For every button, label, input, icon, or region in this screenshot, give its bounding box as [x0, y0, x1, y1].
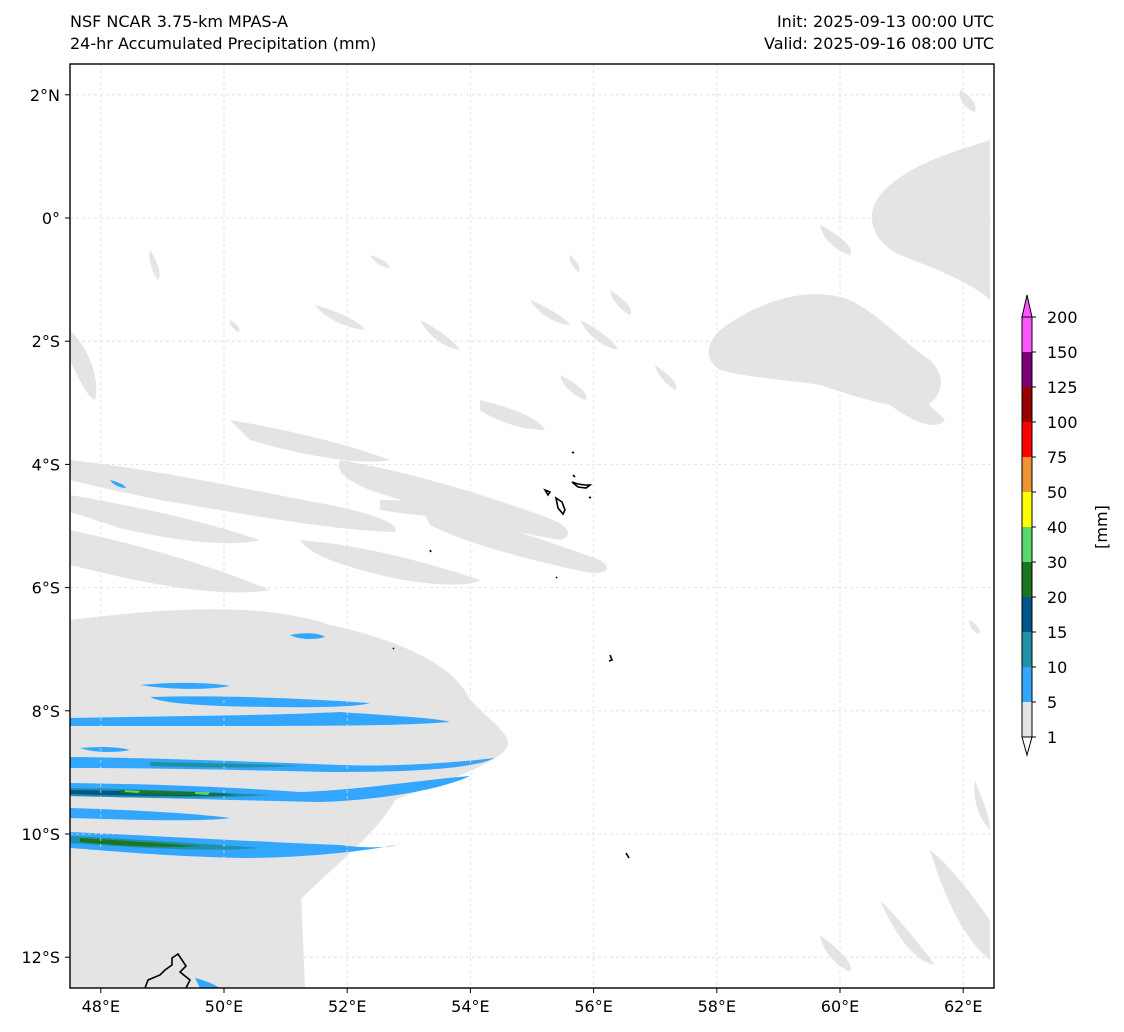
- colorbar-swatch: [1022, 352, 1032, 387]
- colorbar-swatch: [1022, 562, 1032, 597]
- colorbar-swatch: [1022, 527, 1032, 562]
- lat-tick-label: 4°S: [32, 455, 60, 474]
- lon-tick-label: 48°E: [82, 997, 120, 1016]
- colorbar-swatch: [1022, 317, 1032, 352]
- valid-time: Valid: 2025-09-16 08:00 UTC: [763, 34, 994, 53]
- colorbar-tick-label: 5: [1047, 693, 1057, 712]
- coastlines: [144, 451, 630, 988]
- lon-tick-label: 60°E: [821, 997, 859, 1016]
- model-title: NSF NCAR 3.75-km MPAS-A: [70, 12, 288, 31]
- time-block: Init: 2025-09-13 00:00 UTC Valid: 2025-0…: [764, 11, 994, 55]
- lon-tick-label: 50°E: [205, 997, 243, 1016]
- lon-tick-label: 52°E: [328, 997, 366, 1016]
- title-block: NSF NCAR 3.75-km MPAS-A 24-hr Accumulate…: [70, 11, 376, 55]
- colorbar-tick-label: 40: [1047, 518, 1067, 537]
- colorbar-tick-label: 200: [1047, 308, 1078, 327]
- colorbar-swatch: [1022, 632, 1032, 667]
- colorbar-tick-label: 125: [1047, 378, 1078, 397]
- field-title: 24-hr Accumulated Precipitation (mm): [70, 34, 377, 53]
- lon-tick-label: 56°E: [574, 997, 612, 1016]
- colorbar-extend-min: [1021, 736, 1033, 757]
- lat-tick-label: 10°S: [21, 825, 60, 844]
- longitude-axis: 48°E 50°E 52°E 54°E 56°E 58°E 60°E 62°E: [82, 988, 982, 1016]
- colorbar-swatch: [1022, 702, 1032, 737]
- colorbar-swatch: [1022, 597, 1032, 632]
- colorbar-tick-label: 100: [1047, 413, 1078, 432]
- latitude-axis: 2°N 0° 2°S 4°S 6°S 8°S 10°S 12°S: [21, 86, 70, 967]
- colorbar-tick-label: 20: [1047, 588, 1067, 607]
- colorbar-swatch: [1022, 667, 1032, 702]
- lat-tick-label: 6°S: [32, 579, 60, 598]
- lat-tick-label: 12°S: [21, 948, 60, 967]
- colorbar-extend-max: [1021, 294, 1033, 318]
- lon-tick-label: 58°E: [698, 997, 736, 1016]
- lon-tick-label: 62°E: [944, 997, 982, 1016]
- colorbar-tick-label: 150: [1047, 343, 1078, 362]
- gridlines: [70, 64, 994, 988]
- colorbar-tick-label: 75: [1047, 448, 1067, 467]
- colorbar-tick-label: 1: [1047, 728, 1057, 747]
- colorbar-swatch: [1022, 457, 1032, 492]
- lat-tick-label: 2°N: [30, 86, 60, 105]
- colorbar-tick-label: 30: [1047, 553, 1067, 572]
- precipitation-layer: [70, 90, 990, 988]
- colorbar-tick-label: 50: [1047, 483, 1067, 502]
- lat-tick-label: 0°: [42, 209, 60, 228]
- colorbar-tick-label: 15: [1047, 623, 1067, 642]
- colorbar-swatch: [1022, 422, 1032, 457]
- map-border: [69, 63, 995, 989]
- lat-tick-label: 2°S: [32, 332, 60, 351]
- lat-tick-label: 8°S: [32, 702, 60, 721]
- colorbar-swatch: [1022, 387, 1032, 422]
- init-time: Init: 2025-09-13 00:00 UTC: [776, 12, 994, 31]
- colorbar-swatch: [1022, 492, 1032, 527]
- lon-tick-label: 54°E: [451, 997, 489, 1016]
- colorbar-label: [mm]: [1092, 505, 1111, 549]
- colorbar-tick-label: 10: [1047, 658, 1067, 677]
